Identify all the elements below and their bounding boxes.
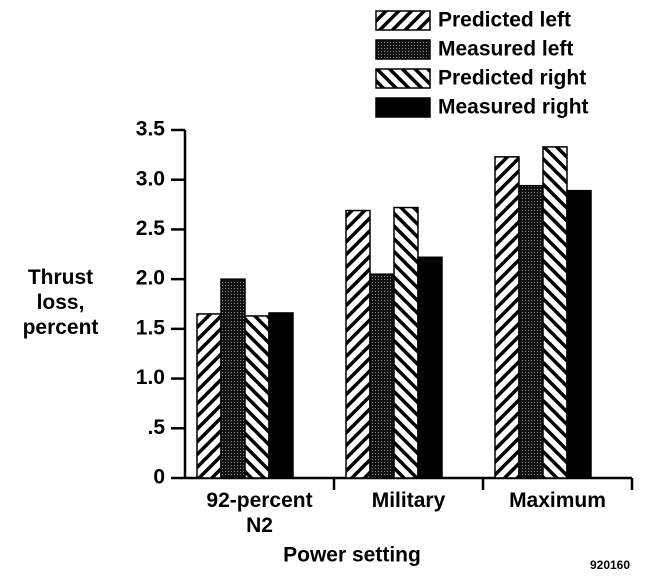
legend-swatch	[375, 10, 431, 31]
bar	[345, 209, 371, 479]
bar	[369, 273, 395, 479]
annotation: 920160	[590, 558, 630, 572]
y-tick-label: 3.0	[136, 167, 165, 190]
y-tick-label: .5	[147, 416, 165, 439]
legend-label: Measured right	[438, 96, 589, 119]
x-axis-title: Power setting	[283, 544, 421, 567]
x-tick-label: 92-percent N2	[206, 489, 313, 537]
legend-label: Predicted left	[438, 9, 571, 32]
legend-label: Predicted right	[438, 67, 586, 90]
bar	[417, 256, 443, 479]
bar	[268, 312, 294, 479]
bar	[542, 146, 568, 479]
legend-swatch	[375, 39, 431, 60]
y-tick-label: 2.0	[136, 267, 165, 290]
bar	[220, 278, 246, 479]
y-tick-label: 3.5	[136, 118, 166, 141]
legend-swatch	[375, 68, 431, 89]
legend-label: Measured left	[438, 38, 573, 61]
bar	[518, 184, 544, 479]
y-axis-title: Thrust loss, percent	[22, 266, 99, 339]
y-tick-label: 0	[153, 466, 165, 489]
y-tick-label: 2.5	[136, 217, 166, 240]
bar	[393, 206, 419, 479]
y-tick-label: 1.5	[136, 316, 166, 339]
bar	[244, 315, 270, 479]
bar	[494, 156, 520, 479]
x-tick-label: Maximum	[509, 489, 606, 512]
legend-swatch	[375, 97, 431, 118]
x-tick-label: Military	[371, 489, 446, 512]
bar	[566, 189, 592, 479]
bar	[196, 313, 222, 479]
y-tick-label: 1.0	[136, 366, 165, 389]
